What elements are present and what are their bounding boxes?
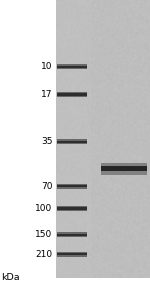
Bar <box>57 234 87 236</box>
Text: 10: 10 <box>41 62 52 71</box>
Bar <box>100 166 147 171</box>
Text: 70: 70 <box>41 182 52 191</box>
Bar <box>57 141 87 143</box>
Text: 210: 210 <box>35 250 52 259</box>
Bar <box>57 232 87 237</box>
Bar <box>57 93 87 96</box>
Bar <box>57 252 87 257</box>
Bar <box>57 206 87 211</box>
Bar <box>57 184 87 189</box>
Text: 100: 100 <box>35 204 52 213</box>
Bar <box>57 66 87 68</box>
Bar <box>57 253 87 256</box>
Bar <box>100 163 147 175</box>
Bar <box>57 185 87 187</box>
Text: 150: 150 <box>35 230 52 239</box>
Text: 17: 17 <box>41 90 52 99</box>
Text: kDa: kDa <box>2 273 20 282</box>
Text: 35: 35 <box>41 137 52 146</box>
Bar <box>57 92 87 97</box>
Bar <box>57 64 87 69</box>
Bar <box>57 139 87 144</box>
Bar <box>0 0 56 278</box>
Bar <box>57 207 87 209</box>
